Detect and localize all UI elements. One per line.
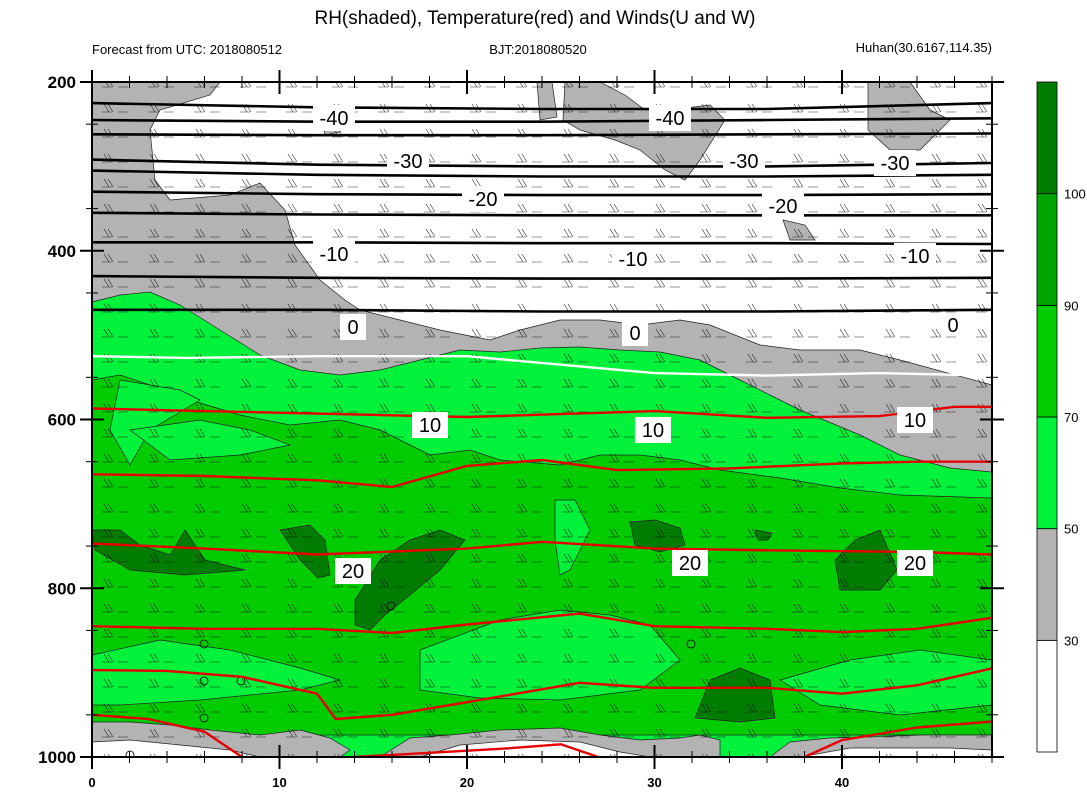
colorbar-band — [1036, 416, 1058, 530]
svg-text:10: 10 — [419, 415, 441, 437]
temp-label: -20 — [762, 193, 804, 219]
calm-circles — [125, 601, 696, 757]
temperature-contour-line — [92, 169, 992, 178]
temperature-contour-line — [92, 713, 243, 757]
y-tick-label: 600 — [48, 411, 76, 430]
temp-label: 10 — [412, 412, 448, 438]
temp-label: -20 — [462, 186, 504, 212]
temp-label: 10 — [897, 407, 933, 433]
svg-text:-10: -10 — [320, 244, 349, 266]
calm-circle — [199, 713, 209, 723]
svg-text:-30: -30 — [730, 151, 759, 173]
temp-label: -30 — [723, 148, 765, 174]
svg-text:0: 0 — [629, 323, 640, 345]
colorbar-band — [1036, 528, 1058, 641]
colorbar-label: 100 — [1064, 187, 1086, 202]
subtitle-right: Huhan(30.6167,114.35) — [856, 40, 992, 55]
svg-text:20: 20 — [904, 553, 926, 575]
temperature-contours — [92, 101, 992, 757]
temperature-contour-line — [804, 720, 992, 757]
y-tick-label: 800 — [48, 579, 76, 598]
x-tick-label: 30 — [647, 775, 661, 790]
y-tick-label: 200 — [48, 73, 76, 92]
temp-label: 0 — [947, 315, 958, 337]
temp-label: 20 — [335, 558, 371, 584]
colorbar-band — [1036, 193, 1058, 306]
colorbar-label: 70 — [1064, 410, 1078, 425]
temperature-contour-line — [92, 132, 992, 137]
temperature-contour-line — [92, 241, 992, 246]
temperature-contour-line — [92, 540, 992, 556]
temperature-contour-line — [92, 355, 992, 377]
svg-text:-10: -10 — [901, 246, 930, 268]
colorbar-band — [1036, 304, 1058, 418]
svg-text:-30: -30 — [394, 151, 423, 173]
temperature-contour-line — [92, 308, 992, 313]
temp-label: 0 — [622, 320, 648, 346]
temperature-contour-line — [92, 274, 992, 280]
svg-text:-10: -10 — [619, 249, 648, 271]
temp-label: -30 — [874, 150, 916, 176]
svg-text:-20: -20 — [769, 196, 798, 218]
svg-text:20: 20 — [679, 553, 701, 575]
svg-text:0: 0 — [347, 317, 358, 339]
y-tick-label: 400 — [48, 242, 76, 261]
svg-text:10: 10 — [642, 420, 664, 442]
svg-text:-20: -20 — [469, 189, 498, 211]
temperature-contour-line — [92, 117, 992, 123]
x-tick-label: 40 — [835, 775, 849, 790]
wind-barbs — [92, 82, 992, 757]
subtitle-center: BJT:2018080520 — [489, 42, 587, 57]
x-tick-label: 20 — [460, 775, 474, 790]
temp-label: -30 — [387, 148, 429, 174]
colorbar-label: 50 — [1064, 522, 1078, 537]
temperature-contour-line — [92, 458, 992, 489]
temp-label: -10 — [313, 241, 355, 267]
temp-label: 10 — [635, 417, 671, 443]
temperature-contour-line — [92, 101, 992, 111]
temperature-contour-line — [354, 743, 599, 757]
temp-label: -40 — [313, 105, 355, 131]
svg-text:-40: -40 — [320, 108, 349, 130]
colorbar-band — [1036, 639, 1058, 753]
temp-label: -40 — [649, 105, 691, 131]
temperature-contour-line — [92, 667, 992, 721]
svg-text:20: 20 — [342, 561, 364, 583]
colorbar: 30 50 70 90 100 — [1036, 81, 1086, 753]
svg-text:-30: -30 — [881, 153, 910, 175]
colorbar-label: 90 — [1064, 298, 1078, 313]
plot-area — [92, 82, 992, 757]
temp-label: -10 — [612, 246, 654, 272]
temperature-contour-line — [92, 211, 992, 217]
calm-circle — [199, 676, 209, 686]
temperature-contour-line — [92, 158, 992, 168]
calm-circle — [386, 601, 396, 611]
calm-circle — [686, 639, 696, 649]
calm-circle — [199, 639, 209, 649]
temperature-contour-line — [92, 190, 992, 197]
x-tick-label: 0 — [88, 775, 95, 790]
temp-label: -10 — [894, 243, 936, 269]
temp-label: 20 — [672, 550, 708, 576]
colorbar-label: 30 — [1064, 633, 1078, 648]
y-tick-label: 1000 — [38, 748, 76, 767]
colorbar-band — [1036, 81, 1058, 195]
temp-label: 20 — [897, 550, 933, 576]
temperature-contour-line — [92, 612, 992, 635]
temp-label: 0 — [340, 314, 366, 340]
svg-text:-40: -40 — [656, 108, 685, 130]
chart-title: RH(shaded), Temperature(red) and Winds(U… — [314, 8, 755, 29]
svg-text:10: 10 — [904, 410, 926, 432]
x-tick-label: 10 — [272, 775, 286, 790]
temperature-contour-labels: -40 -40 -30 -30 -30 -20 -20 -10 -10 -10 … — [313, 105, 959, 584]
subtitle-left: Forecast from UTC: 2018080512 — [92, 42, 282, 57]
